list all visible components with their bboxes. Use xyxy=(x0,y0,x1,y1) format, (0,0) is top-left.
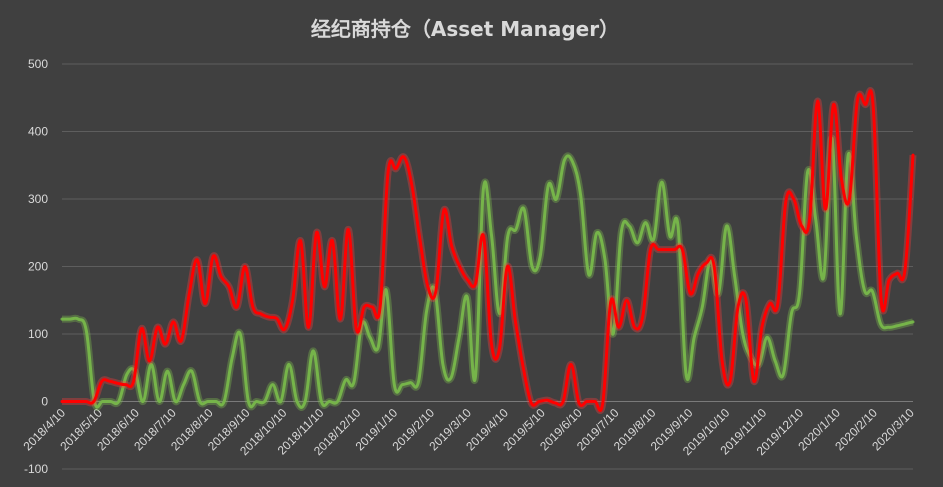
series-line-red xyxy=(60,89,915,412)
y-axis-ticks: -100 0 100 200 300 400 500 xyxy=(24,57,48,476)
y-tick-label: 400 xyxy=(28,125,48,139)
series-glow xyxy=(62,134,914,411)
y-tick-label: 100 xyxy=(28,327,48,341)
y-tick-label: 0 xyxy=(41,395,48,409)
series-lines xyxy=(60,87,917,414)
y-tick-label: 500 xyxy=(28,57,48,71)
y-tick-label: -100 xyxy=(24,462,48,476)
series-line-green xyxy=(60,136,915,409)
x-axis-ticks: 2018/4/102018/5/102018/6/102018/7/102018… xyxy=(20,405,917,458)
chart-title: 经纪商持仓（Asset Manager） xyxy=(311,17,619,41)
y-tick-label: 300 xyxy=(28,192,48,206)
y-tick-label: 200 xyxy=(28,260,48,274)
